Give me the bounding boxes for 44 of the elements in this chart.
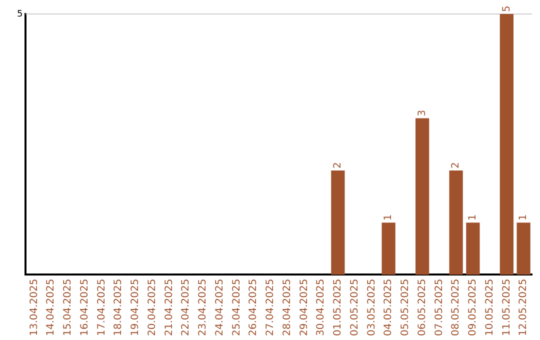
x-tick-label: 10.05.2025	[484, 278, 496, 336]
x-tick-label: 11.05.2025	[501, 278, 512, 336]
data-label: 1	[468, 214, 479, 221]
x-tick-label: 02.05.2025	[349, 278, 360, 336]
data-label: 1	[383, 214, 394, 221]
x-tick-label: 30.04.2025	[316, 278, 327, 336]
x-tick-label: 18.04.2025	[113, 278, 124, 336]
bar	[331, 170, 345, 275]
x-tick-label: 14.04.2025	[46, 278, 57, 336]
x-tick-label: 27.04.2025	[265, 278, 276, 336]
data-label: 2	[332, 162, 344, 168]
x-tick-label: 21.04.2025	[164, 278, 175, 336]
bar	[449, 170, 463, 275]
x-tick-label: 29.04.2025	[298, 278, 310, 336]
x-tick-label: 03.05.2025	[366, 278, 378, 336]
x-tick-label: 25.04.2025	[231, 278, 242, 336]
data-label: 5	[501, 6, 512, 12]
x-tick-label: 07.05.2025	[434, 278, 445, 336]
data-label: 3	[416, 110, 428, 116]
x-tick-label: 19.04.2025	[130, 278, 142, 336]
x-tick-label: 16.04.2025	[79, 278, 90, 336]
data-label: 1	[518, 214, 530, 221]
x-tick-label: 06.05.2025	[416, 278, 428, 336]
bar	[466, 222, 480, 275]
x-tick-label: 17.04.2025	[96, 278, 108, 336]
x-tick-label: 04.05.2025	[383, 278, 394, 336]
x-tick-label: 24.04.2025	[214, 278, 226, 336]
x-tick-label: 15.04.2025	[62, 278, 74, 336]
x-tick-label: 28.04.2025	[282, 278, 293, 336]
bar	[516, 222, 530, 275]
bar	[382, 222, 396, 275]
x-tick-label: 23.04.2025	[198, 278, 209, 336]
x-tick-label: 26.04.2025	[248, 278, 260, 336]
data-label: 2	[450, 162, 462, 168]
x-tick-label: 05.05.2025	[400, 278, 412, 336]
x-tick-label: 20.04.2025	[146, 278, 158, 336]
x-tick-label: 13.04.2025	[28, 278, 40, 336]
x-tick-label: 12.05.2025	[518, 278, 530, 336]
bar	[500, 14, 514, 275]
bar	[415, 118, 430, 275]
x-tick-label: 08.05.2025	[450, 278, 462, 336]
x-tick-label: 09.05.2025	[468, 278, 479, 336]
x-tick-label: 22.04.2025	[180, 278, 192, 336]
x-tick-label: 01.05.2025	[332, 278, 344, 336]
